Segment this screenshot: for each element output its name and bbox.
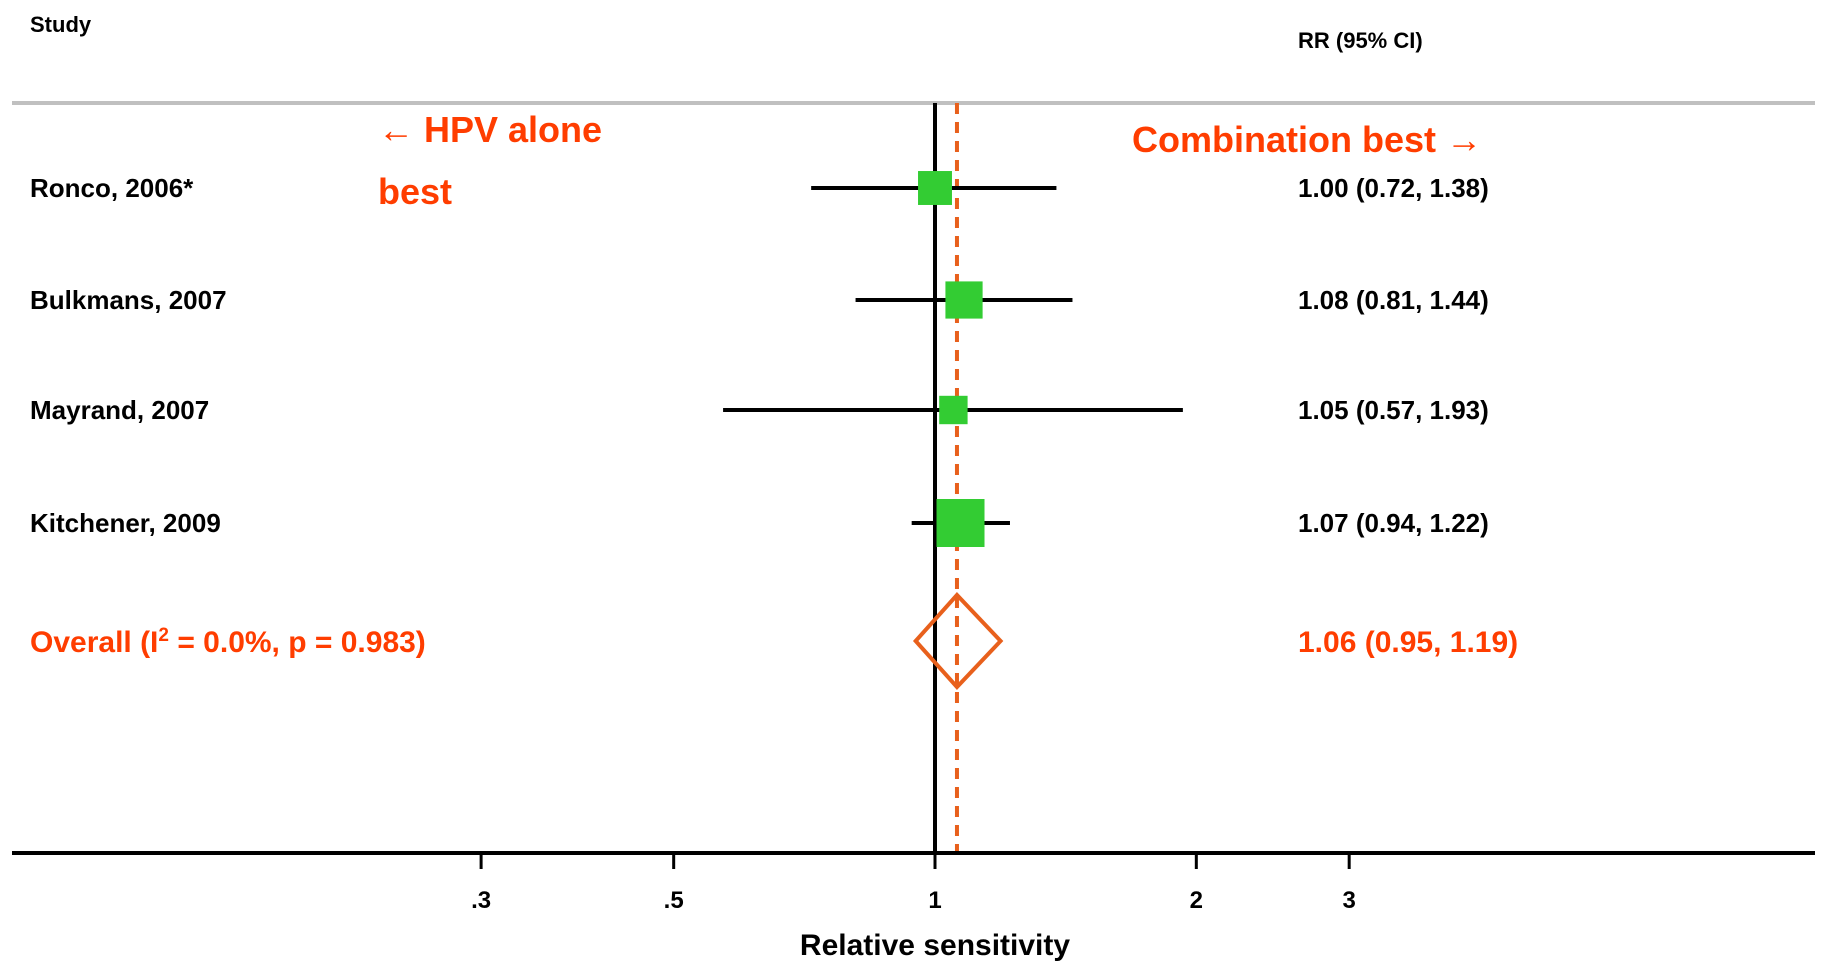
overall-ci-text: 1.06 (0.95, 1.19) [1298,626,1518,659]
study-point-estimate [918,171,952,205]
study-label: Kitchener, 2009 [30,508,221,538]
study-rows: Ronco, 2006* 1.00 (0.72, 1.38) Bulkmans, 2… [30,171,1489,547]
right-annotation: Combination best → [1132,119,1482,160]
left-annotation-line1: ← HPV alone [378,109,602,150]
x-axis-ticks: .3 .5 1 2 3 [471,853,1356,914]
x-tick-label: 1 [928,887,941,914]
study-point-estimate [945,281,983,319]
x-tick-label: 3 [1342,887,1355,914]
effect-column-header: RR (95% CI) [1298,28,1423,53]
study-label: Bulkmans, 2007 [30,285,227,315]
study-ci-text: 1.05 (0.57, 1.93) [1298,395,1489,425]
x-axis-label: Relative sensitivity [800,929,1070,962]
study-point-estimate [936,499,985,547]
study-point-estimate [939,395,968,425]
left-annotation-line2: best [378,171,452,212]
study-label: Mayrand, 2007 [30,395,209,425]
x-tick-label: .5 [664,887,684,914]
study-ci-text: 1.07 (0.94, 1.22) [1298,508,1489,538]
study-column-header: Study [30,12,92,37]
study-ci-text: 1.00 (0.72, 1.38) [1298,173,1489,203]
overall-label: Overall (I2 = 0.0%, p = 0.983) [30,625,426,659]
x-tick-label: .3 [471,887,491,914]
study-label: Ronco, 2006* [30,173,194,203]
study-ci-text: 1.08 (0.81, 1.44) [1298,285,1489,315]
overall-diamond [912,592,1004,690]
x-tick-label: 2 [1190,887,1203,914]
